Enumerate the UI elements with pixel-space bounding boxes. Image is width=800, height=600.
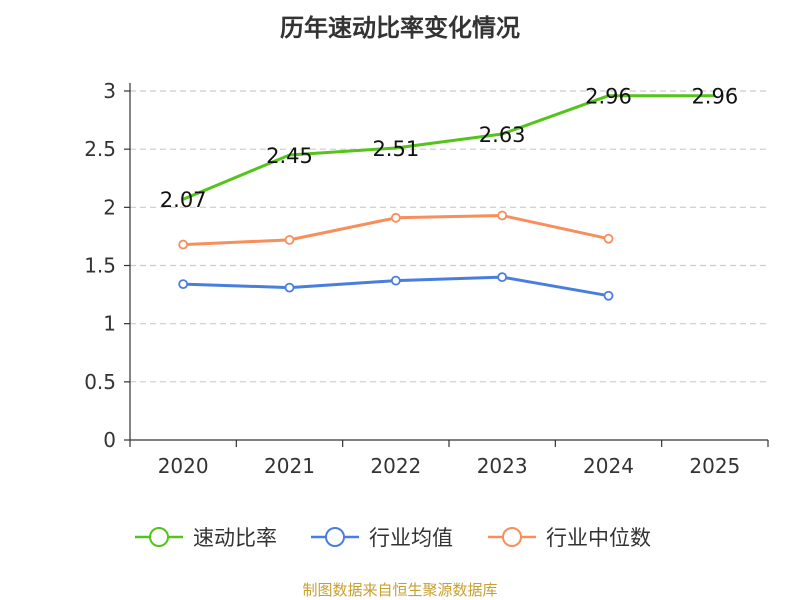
data-point [497,210,508,221]
y-tick-label: 2 [103,195,116,219]
y-tick-label: 2.5 [84,137,116,161]
data-label: 2.96 [585,85,632,109]
x-tick-label: 2021 [264,454,315,478]
chart-title: 历年速动比率变化情况 [280,14,520,42]
x-tick-label: 2024 [583,454,634,478]
data-point [284,235,295,245]
data-label: 2.63 [479,123,526,147]
data-point [178,279,189,290]
y-tick-label: 1 [103,312,116,336]
data-point [390,212,401,223]
source-note: 制图数据来自恒生聚源数据库 [302,581,498,599]
legend-marker [149,527,169,547]
data-point [603,290,614,301]
y-tick-label: 3 [103,79,116,103]
x-tick-label: 2023 [477,454,528,478]
data-point [284,282,295,293]
data-point [390,275,401,286]
data-label: 2.45 [266,144,313,168]
legend-marker [325,527,345,547]
legend-label: 行业中位数 [546,526,651,550]
x-tick-label: 2025 [689,454,740,478]
data-point [497,272,508,283]
legend-label: 行业均值 [369,526,453,550]
data-point [603,233,614,244]
y-tick-label: 0 [103,428,116,452]
x-tick-label: 2020 [158,454,209,478]
data-label: 2.07 [160,188,207,212]
y-tick-label: 1.5 [84,254,116,278]
data-point [178,239,189,250]
x-tick-label: 2022 [370,454,421,478]
y-tick-label: 0.5 [84,370,116,394]
data-label: 2.51 [372,137,419,161]
series-line-1 [182,94,715,201]
legend-marker [502,527,522,547]
data-label: 2.96 [691,85,738,109]
legend-label: 速动比率 [193,526,277,550]
